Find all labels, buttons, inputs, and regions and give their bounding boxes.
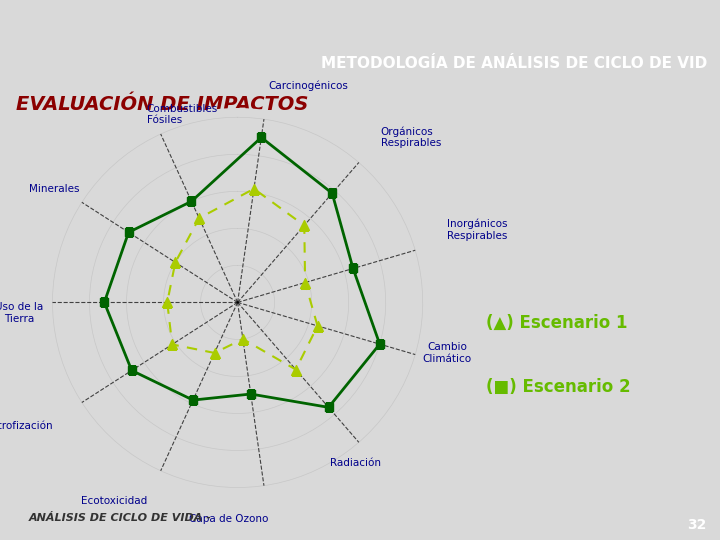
Text: ANÁLISIS DE CICLO DE VIDA -: ANÁLISIS DE CICLO DE VIDA - bbox=[29, 514, 212, 523]
Point bbox=[374, 340, 385, 348]
Point bbox=[166, 340, 178, 349]
Point bbox=[187, 396, 199, 404]
Text: 32: 32 bbox=[687, 518, 706, 532]
Point bbox=[126, 366, 138, 375]
Text: Capa de Ozono: Capa de Ozono bbox=[189, 514, 269, 524]
Point bbox=[248, 185, 260, 193]
Point bbox=[161, 298, 173, 307]
Point bbox=[169, 258, 181, 267]
Point bbox=[209, 349, 220, 357]
Point bbox=[194, 214, 205, 222]
Point bbox=[323, 403, 334, 411]
Point bbox=[347, 264, 359, 273]
Text: EVALUACIÓN DE IMPACTOS: EVALUACIÓN DE IMPACTOS bbox=[16, 95, 309, 114]
Point bbox=[245, 390, 256, 399]
Point bbox=[290, 365, 302, 374]
Text: Cambio
Climático: Cambio Climático bbox=[423, 342, 472, 364]
Point bbox=[99, 298, 110, 307]
Point bbox=[256, 133, 267, 142]
Point bbox=[299, 221, 310, 230]
Text: (▲) Escenario 1: (▲) Escenario 1 bbox=[487, 314, 628, 332]
Point bbox=[326, 189, 338, 198]
Text: Orgánicos
Respirables: Orgánicos Respirables bbox=[381, 126, 441, 149]
Text: Minerales: Minerales bbox=[29, 184, 79, 194]
Text: Combustibles
Fósiles: Combustibles Fósiles bbox=[147, 104, 218, 125]
Point bbox=[237, 335, 248, 343]
Text: Ecotoxicidad: Ecotoxicidad bbox=[81, 496, 147, 506]
Point bbox=[186, 197, 197, 206]
Text: (■) Escenario 2: (■) Escenario 2 bbox=[487, 378, 631, 396]
Text: Carcinogénicos: Carcinogénicos bbox=[269, 81, 348, 91]
Text: Uso de la
Tierra: Uso de la Tierra bbox=[0, 302, 43, 324]
Point bbox=[312, 321, 323, 330]
Text: Inorgánicos
Respirables: Inorgánicos Respirables bbox=[447, 219, 508, 241]
Point bbox=[300, 278, 311, 287]
Text: METODOLOGÍA DE ANÁLISIS DE CICLO DE VID: METODOLOGÍA DE ANÁLISIS DE CICLO DE VID bbox=[321, 56, 708, 71]
Text: Acidificación/Eutrofización: Acidificación/Eutrofización bbox=[0, 421, 54, 430]
Text: Radiación: Radiación bbox=[330, 457, 381, 468]
Point bbox=[123, 228, 135, 237]
